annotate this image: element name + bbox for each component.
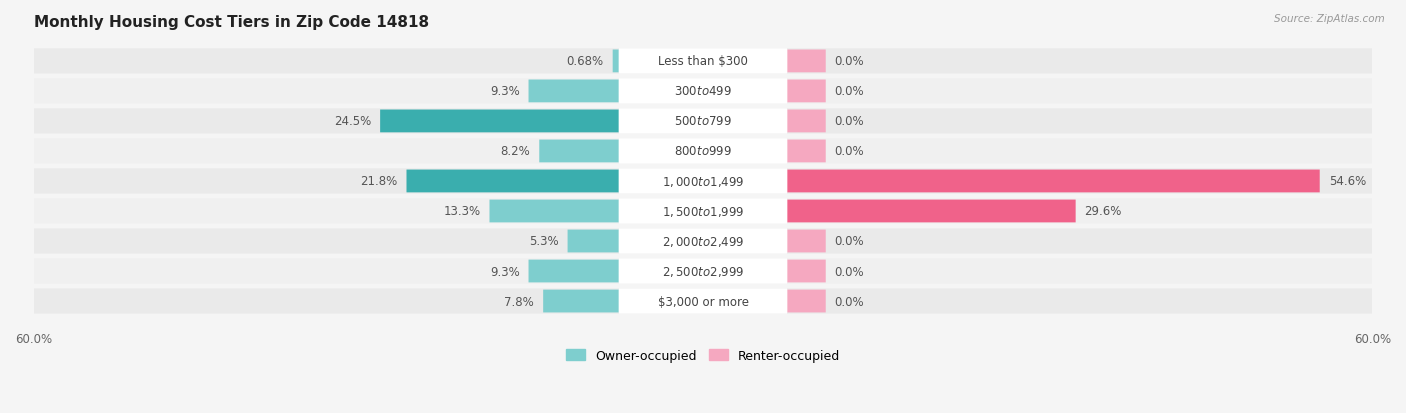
Legend: Owner-occupied, Renter-occupied: Owner-occupied, Renter-occupied <box>561 344 845 367</box>
FancyBboxPatch shape <box>489 200 619 223</box>
Text: $300 to $499: $300 to $499 <box>673 85 733 98</box>
FancyBboxPatch shape <box>34 199 1372 224</box>
FancyBboxPatch shape <box>529 260 619 283</box>
FancyBboxPatch shape <box>787 140 825 163</box>
Text: 5.3%: 5.3% <box>529 235 558 248</box>
FancyBboxPatch shape <box>568 230 619 253</box>
FancyBboxPatch shape <box>619 169 787 194</box>
Text: 0.0%: 0.0% <box>835 145 865 158</box>
FancyBboxPatch shape <box>787 170 1320 193</box>
FancyBboxPatch shape <box>529 80 619 103</box>
FancyBboxPatch shape <box>34 169 1372 194</box>
Text: $1,500 to $1,999: $1,500 to $1,999 <box>662 204 744 218</box>
Text: 0.0%: 0.0% <box>835 115 865 128</box>
FancyBboxPatch shape <box>34 139 1372 164</box>
Text: 21.8%: 21.8% <box>360 175 398 188</box>
FancyBboxPatch shape <box>380 110 619 133</box>
FancyBboxPatch shape <box>613 50 619 73</box>
Text: $800 to $999: $800 to $999 <box>673 145 733 158</box>
Text: 7.8%: 7.8% <box>505 295 534 308</box>
FancyBboxPatch shape <box>543 290 619 313</box>
FancyBboxPatch shape <box>34 109 1372 134</box>
FancyBboxPatch shape <box>34 289 1372 314</box>
FancyBboxPatch shape <box>619 109 787 134</box>
FancyBboxPatch shape <box>34 79 1372 104</box>
Text: 0.0%: 0.0% <box>835 235 865 248</box>
FancyBboxPatch shape <box>787 200 1076 223</box>
FancyBboxPatch shape <box>34 259 1372 284</box>
FancyBboxPatch shape <box>787 260 825 283</box>
FancyBboxPatch shape <box>787 290 825 313</box>
Text: 24.5%: 24.5% <box>335 115 371 128</box>
Text: 0.0%: 0.0% <box>835 55 865 68</box>
FancyBboxPatch shape <box>406 170 619 193</box>
Text: 8.2%: 8.2% <box>501 145 530 158</box>
Text: 0.0%: 0.0% <box>835 85 865 98</box>
Text: $2,000 to $2,499: $2,000 to $2,499 <box>662 235 744 248</box>
FancyBboxPatch shape <box>787 80 825 103</box>
FancyBboxPatch shape <box>540 140 619 163</box>
Text: 13.3%: 13.3% <box>443 205 481 218</box>
FancyBboxPatch shape <box>619 199 787 224</box>
Text: 0.0%: 0.0% <box>835 295 865 308</box>
Text: Less than $300: Less than $300 <box>658 55 748 68</box>
Text: 0.68%: 0.68% <box>567 55 603 68</box>
Text: 9.3%: 9.3% <box>489 85 520 98</box>
Text: 29.6%: 29.6% <box>1084 205 1122 218</box>
FancyBboxPatch shape <box>619 79 787 104</box>
FancyBboxPatch shape <box>619 229 787 254</box>
FancyBboxPatch shape <box>619 289 787 314</box>
Text: 9.3%: 9.3% <box>489 265 520 278</box>
Text: Source: ZipAtlas.com: Source: ZipAtlas.com <box>1274 14 1385 24</box>
Text: 54.6%: 54.6% <box>1329 175 1365 188</box>
FancyBboxPatch shape <box>34 229 1372 254</box>
Text: $500 to $799: $500 to $799 <box>673 115 733 128</box>
FancyBboxPatch shape <box>34 49 1372 74</box>
Text: $3,000 or more: $3,000 or more <box>658 295 748 308</box>
FancyBboxPatch shape <box>787 50 825 73</box>
Text: Monthly Housing Cost Tiers in Zip Code 14818: Monthly Housing Cost Tiers in Zip Code 1… <box>34 15 429 30</box>
FancyBboxPatch shape <box>787 110 825 133</box>
FancyBboxPatch shape <box>619 49 787 74</box>
Text: $2,500 to $2,999: $2,500 to $2,999 <box>662 264 744 278</box>
FancyBboxPatch shape <box>787 230 825 253</box>
Text: $1,000 to $1,499: $1,000 to $1,499 <box>662 175 744 188</box>
Text: 0.0%: 0.0% <box>835 265 865 278</box>
FancyBboxPatch shape <box>619 139 787 164</box>
FancyBboxPatch shape <box>619 259 787 284</box>
